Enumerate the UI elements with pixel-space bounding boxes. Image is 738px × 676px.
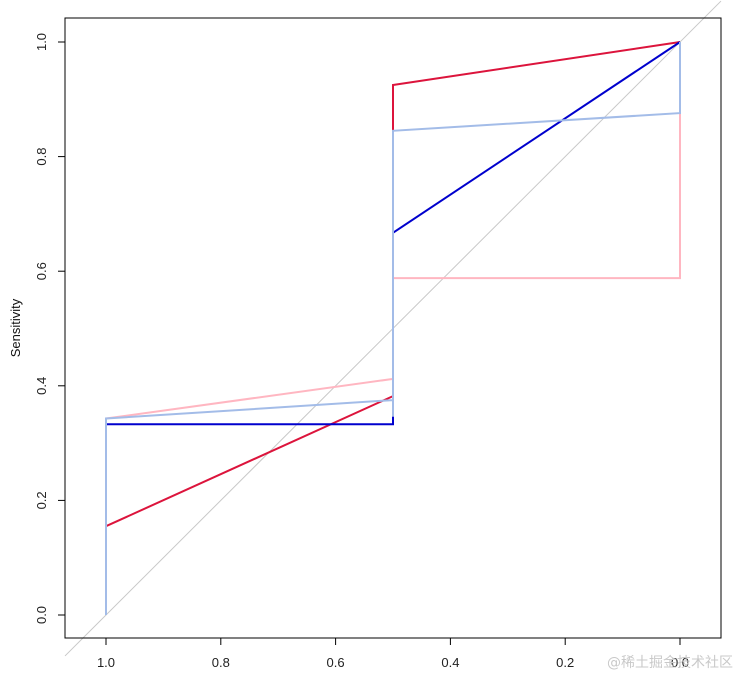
y-tick-label: 0.2 xyxy=(34,491,49,509)
y-tick-label: 0.8 xyxy=(34,148,49,166)
x-tick-label: 0.0 xyxy=(671,655,689,670)
x-tick-label: 1.0 xyxy=(97,655,115,670)
y-tick-label: 0.6 xyxy=(34,262,49,280)
x-tick-label: 0.8 xyxy=(212,655,230,670)
y-tick-label: 0.4 xyxy=(34,377,49,395)
y-axis-title: Sensitivity xyxy=(8,298,23,357)
y-tick-label: 1.0 xyxy=(34,33,49,51)
y-tick-label: 0.0 xyxy=(34,606,49,624)
x-tick-label: 0.2 xyxy=(556,655,574,670)
x-tick-label: 0.4 xyxy=(441,655,459,670)
x-tick-label: 0.6 xyxy=(327,655,345,670)
watermark-text: @稀土掘金技术社区 xyxy=(607,655,733,671)
roc-curve-4 xyxy=(105,42,681,615)
